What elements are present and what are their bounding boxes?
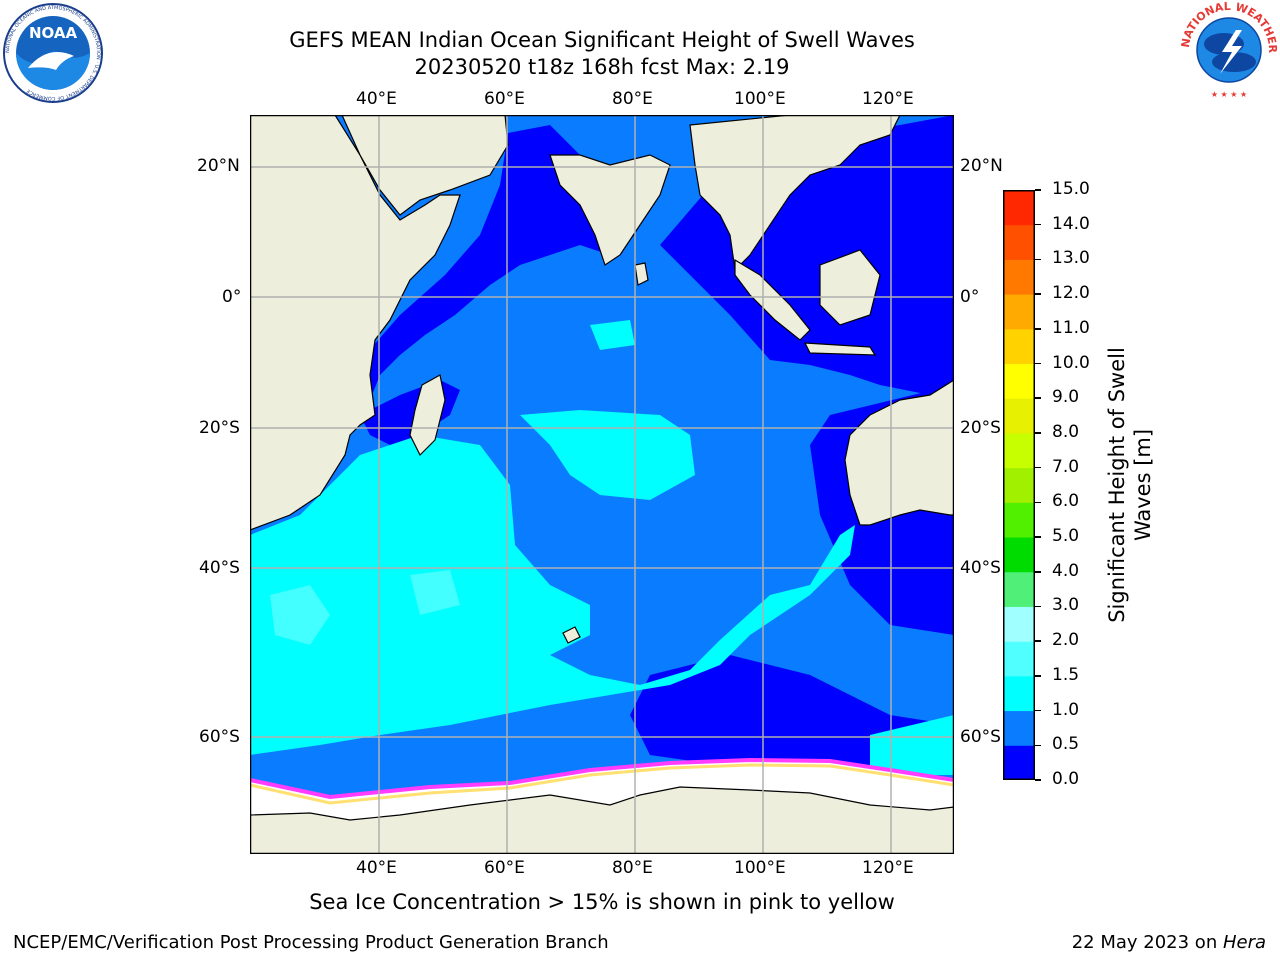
colorbar-tick-label: 6.0 (1052, 491, 1080, 512)
lon-label-bottom-60e: 60°E (484, 858, 525, 878)
lon-label-bottom-120e: 120°E (862, 858, 914, 878)
colorbar-tick-mark (1035, 397, 1041, 399)
colorbar-segment (1003, 432, 1035, 469)
lon-label-top-100e: 100°E (734, 89, 786, 109)
colorbar-tick-label: 7.0 (1052, 456, 1080, 477)
colorbar-tick-mark (1035, 640, 1041, 642)
colorbar-label: Significant Height of Swell Waves [m] (1105, 347, 1155, 623)
nws-logo: NATIONAL WEATHER SERVICE ★ ★ ★ ★ (1178, 0, 1279, 99)
colorbar-tick-mark (1035, 779, 1041, 781)
swell-moderate-regions (250, 320, 954, 775)
lat-label-left-60s: 60°S (199, 727, 240, 747)
ice-edge-pink (250, 757, 954, 800)
colorbar-tick-label: 1.0 (1052, 699, 1080, 720)
colorbar-tick-label: 3.0 (1052, 595, 1080, 616)
svg-text:★ ★ ★ ★: ★ ★ ★ ★ (1211, 90, 1247, 99)
colorbar-tick-mark (1035, 605, 1041, 608)
lat-label-left-40s: 40°S (199, 558, 240, 578)
swell-higher-patches (270, 570, 460, 645)
colorbar-frame (1003, 190, 1035, 780)
colorbar-segment (1003, 502, 1035, 538)
lon-label-bottom-80e: 80°E (612, 858, 653, 878)
lat-label-left-20n: 20°N (197, 156, 240, 176)
lat-label-right-60s: 60°S (960, 727, 1001, 747)
colorbar-segment (1003, 328, 1035, 365)
colorbar-segment (1003, 398, 1035, 434)
colorbar-tick-label: 4.0 (1052, 560, 1080, 581)
colorbar-tick-mark (1035, 258, 1041, 261)
colorbar-tick-label: 13.0 (1052, 248, 1090, 269)
colorbar-tick-label: 9.0 (1052, 387, 1080, 408)
colorbar-segment (1003, 294, 1035, 330)
graticule (250, 115, 954, 854)
footer-date: 22 May 2023 on Hera (1072, 932, 1266, 953)
lat-label-right-20n: 20°N (960, 156, 1003, 176)
colorbar-tick-mark (1035, 362, 1041, 365)
lon-label-top-120e: 120°E (862, 89, 914, 109)
colorbar-tick-label: 8.0 (1052, 421, 1080, 442)
antarctica-land (250, 786, 954, 854)
colorbar-tick-mark (1035, 709, 1041, 712)
noaa-logo-text: NOAA (29, 24, 78, 42)
colorbar-tick-mark (1035, 432, 1041, 434)
colorbar-segment (1003, 259, 1035, 295)
colorbar-tick-mark (1035, 675, 1041, 677)
lat-label-right-40s: 40°S (960, 558, 1001, 578)
colorbar-segment (1003, 745, 1035, 780)
lat-label-right-20s: 20°S (960, 418, 1001, 438)
colorbar-segment (1003, 363, 1035, 399)
map-frame (250, 115, 954, 854)
colorbar-tick-mark (1035, 744, 1041, 747)
colorbar-segment (1003, 641, 1035, 677)
colorbar-tick-label: 1.5 (1052, 664, 1080, 685)
colorbar-tick-label: 0.0 (1052, 769, 1080, 789)
sea-ice-caption: Sea Ice Concentration > 15% is shown in … (309, 890, 895, 914)
colorbar-tick-mark (1035, 466, 1041, 469)
land-masses (250, 115, 954, 644)
lat-label-left-20s: 20°S (199, 418, 240, 438)
colorbar-tick-mark (1035, 571, 1041, 573)
colorbar-label-line2: Waves [m] (1131, 429, 1155, 541)
noaa-logo: NOAA NATIONAL OCEANIC AND ATMOSPHERIC AD… (3, 3, 103, 103)
colorbar-segment (1003, 606, 1035, 642)
footer-machine: Hera (1222, 932, 1266, 953)
lon-label-top-40e: 40°E (356, 89, 397, 109)
colorbar-segment (1003, 224, 1035, 260)
colorbar-tick-label: 2.0 (1052, 630, 1080, 651)
colorbar-tick-mark (1035, 223, 1041, 226)
lat-label-right-0: 0° (960, 287, 980, 307)
colorbar-tick-mark (1035, 328, 1041, 330)
colorbar-tick-label: 0.5 (1052, 734, 1080, 755)
lon-label-bottom-100e: 100°E (734, 858, 786, 878)
colorbar-segment (1003, 467, 1035, 503)
colorbar-segment (1003, 710, 1035, 746)
colorbar-segment (1003, 537, 1035, 573)
colorbar-tick-mark (1035, 293, 1041, 295)
colorbar-tick-label: 5.0 (1052, 526, 1080, 547)
colorbar-tick-mark (1035, 189, 1041, 191)
colorbar (1003, 190, 1035, 780)
footer-date-text: 22 May 2023 on (1071, 932, 1223, 953)
footer-branch: NCEP/EMC/Verification Post Processing Pr… (13, 932, 609, 953)
ice-edge-yellow (250, 763, 954, 805)
colorbar-tick-label: 10.0 (1052, 352, 1090, 373)
lat-label-left-0: 0° (222, 287, 242, 307)
colorbar-tick-label: 12.0 (1052, 283, 1090, 304)
colorbar-tick-label: 15.0 (1052, 179, 1090, 199)
map-title: GEFS MEAN Indian Ocean Significant Heigh… (289, 28, 915, 52)
lon-label-top-60e: 60°E (484, 89, 525, 109)
colorbar-label-line1: Significant Height of Swell (1105, 347, 1129, 623)
lon-label-top-80e: 80°E (612, 89, 653, 109)
colorbar-segment (1003, 675, 1035, 712)
colorbar-tick-label: 11.0 (1052, 317, 1090, 338)
lon-label-bottom-40e: 40°E (356, 858, 397, 878)
colorbar-tick-mark (1035, 501, 1041, 504)
colorbar-segment (1003, 571, 1035, 607)
colorbar-tick-mark (1035, 536, 1041, 538)
map-subtitle: 20230520 t18z 168h fcst Max: 2.19 (414, 55, 790, 79)
swell-map (250, 115, 954, 854)
colorbar-tick-label: 14.0 (1052, 213, 1090, 234)
colorbar-segment (1003, 190, 1035, 226)
